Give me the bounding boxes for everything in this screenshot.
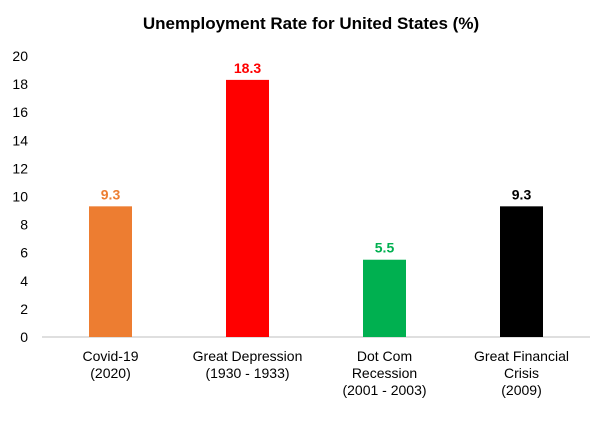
y-tick-label: 18 [12,76,28,92]
category-label: Great Depression (1930 - 1933) [193,348,303,381]
y-tick-label: 2 [20,301,28,317]
y-tick-label: 6 [20,245,28,261]
bar [226,79,269,337]
y-tick-label: 0 [20,329,28,345]
data-label: 9.3 [512,186,532,202]
bars [89,79,543,337]
y-tick-label: 16 [12,104,28,120]
bar [500,206,543,337]
bar [89,206,132,337]
chart-title: Unemployment Rate for United States (%) [143,14,479,33]
data-labels: 9.3 18.3 5.5 9.3 [101,60,532,256]
y-tick-label: 8 [20,217,28,233]
data-label: 9.3 [101,186,121,202]
category-label: Covid-19 (2020) [82,348,138,381]
y-tick-label: 4 [20,273,28,289]
y-axis-ticks: 0 2 4 6 8 10 12 14 16 18 20 [12,48,28,345]
category-label: Dot Com Recession (2001 - 2003) [342,348,426,398]
bar [363,259,406,337]
y-tick-label: 10 [12,189,28,205]
data-label: 5.5 [375,240,395,256]
y-tick-label: 12 [12,160,28,176]
y-tick-label: 14 [12,132,28,148]
category-label: Great Financial Crisis (2009) [474,348,569,398]
category-labels: Covid-19 (2020) Great Depression (1930 - 19… [82,348,568,398]
data-label: 18.3 [234,60,261,76]
y-tick-label: 20 [12,48,28,64]
